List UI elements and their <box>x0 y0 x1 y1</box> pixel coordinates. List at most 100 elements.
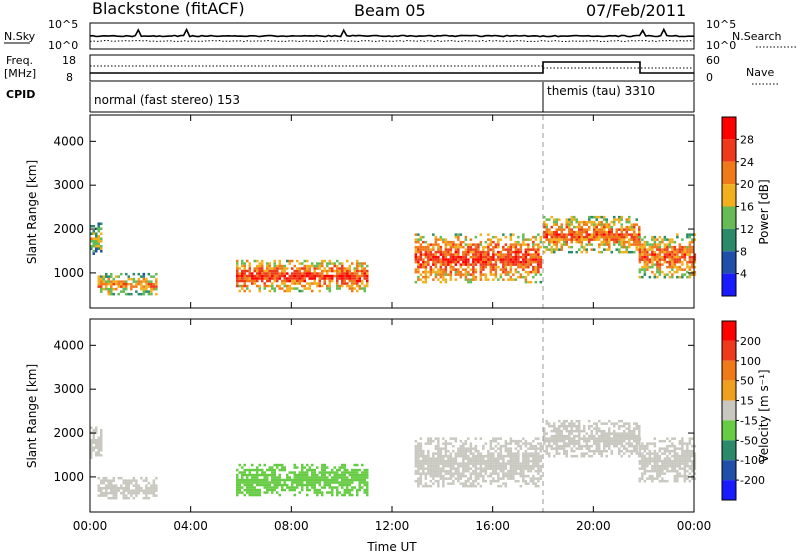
power-cell <box>598 220 601 224</box>
power-cell <box>343 272 346 275</box>
power-cell <box>115 280 118 283</box>
velocity-cell <box>293 481 296 484</box>
velocity-cell <box>585 442 588 445</box>
velocity-cell <box>553 442 556 445</box>
power-cell <box>673 263 677 266</box>
power-cell <box>643 243 647 246</box>
velocity-cell <box>331 493 334 497</box>
velocity-cell <box>663 439 667 443</box>
power-cell <box>414 245 418 249</box>
velocity-cell <box>539 469 543 473</box>
power-cell <box>646 248 649 251</box>
velocity-cell <box>671 449 674 453</box>
power-cell <box>258 272 261 275</box>
power-cell <box>361 282 364 285</box>
power-cell <box>628 245 631 249</box>
power-cell <box>348 264 351 268</box>
power-cell <box>251 272 254 275</box>
velocity-cell <box>610 452 613 455</box>
power-cell <box>422 248 425 251</box>
power-cell <box>615 230 618 234</box>
velocity-cell <box>578 432 581 435</box>
velocity-cell <box>474 464 478 468</box>
power-cell <box>578 238 581 241</box>
velocity-cell <box>676 469 679 473</box>
velocity-cell <box>444 442 448 445</box>
power-cell <box>424 275 428 279</box>
power-cell <box>580 230 583 234</box>
velocity-cell <box>472 464 475 468</box>
power-cell <box>545 225 548 229</box>
power-cell <box>668 255 672 259</box>
velocity-cell <box>117 486 120 490</box>
velocity-cell <box>268 486 271 489</box>
power-cell <box>457 250 460 254</box>
power-colorbar-segment <box>722 206 736 229</box>
velocity-cell <box>351 468 354 472</box>
velocity-cell <box>278 473 281 477</box>
velocity-cell <box>341 478 344 482</box>
velocity-cell <box>452 467 455 470</box>
power-cell <box>286 259 289 263</box>
velocity-cell <box>641 447 644 450</box>
velocity-cell <box>472 452 475 455</box>
power-cell <box>261 262 264 265</box>
velocity-cell <box>618 434 621 438</box>
velocity-cell <box>150 491 153 495</box>
velocity-cell <box>142 479 146 482</box>
velocity-cell <box>422 454 425 458</box>
velocity-cell <box>464 439 468 443</box>
power-cell <box>527 265 530 269</box>
power-cell <box>321 274 324 278</box>
power-cell <box>512 278 515 281</box>
velocity-cell <box>107 496 110 500</box>
power-cell <box>419 238 423 241</box>
power-cell <box>439 268 443 271</box>
velocity-cell <box>341 466 344 469</box>
power-cell <box>95 237 98 240</box>
power-cell <box>442 270 445 274</box>
velocity-cell <box>691 459 694 463</box>
velocity-cell <box>656 474 659 478</box>
power-cell <box>661 250 664 254</box>
velocity-cell <box>590 429 593 433</box>
velocity-cell <box>256 468 259 472</box>
velocity-cell <box>628 422 631 425</box>
velocity-cell <box>363 481 366 484</box>
velocity-cell <box>447 462 450 465</box>
velocity-cell <box>663 467 667 470</box>
power-cell <box>570 250 573 254</box>
velocity-cell <box>110 484 113 487</box>
velocity-cell <box>534 449 538 453</box>
velocity-cell <box>688 467 692 470</box>
power-cell <box>336 264 339 268</box>
velocity-cell <box>474 437 478 440</box>
velocity-cell <box>464 464 468 468</box>
power-cell <box>256 274 259 278</box>
velocity-cell <box>623 439 626 443</box>
velocity-cell <box>504 474 508 478</box>
velocity-cell <box>258 468 261 472</box>
velocity-cell <box>437 459 440 463</box>
power-cell <box>598 223 601 226</box>
velocity-cell <box>487 459 490 463</box>
velocity-cell <box>487 452 490 455</box>
velocity-cell <box>276 481 279 484</box>
power-cell <box>643 263 647 266</box>
velocity-cell <box>100 486 103 490</box>
power-cell <box>648 243 652 246</box>
velocity-cell <box>246 476 249 479</box>
velocity-cell <box>678 454 682 458</box>
velocity-cell <box>638 459 642 463</box>
power-cell <box>643 248 647 251</box>
velocity-xticks: 00:00 04:00 08:00 12:00 16:00 20:00 00:00 <box>73 319 711 533</box>
power-cell <box>509 255 513 259</box>
velocity-cell <box>507 454 510 458</box>
power-cell <box>439 250 443 254</box>
velocity-cell <box>595 442 598 445</box>
velocity-cell <box>363 471 366 474</box>
velocity-cell <box>97 436 100 439</box>
power-cell <box>492 265 495 269</box>
velocity-cell <box>643 449 647 453</box>
velocity-cell <box>467 449 470 453</box>
